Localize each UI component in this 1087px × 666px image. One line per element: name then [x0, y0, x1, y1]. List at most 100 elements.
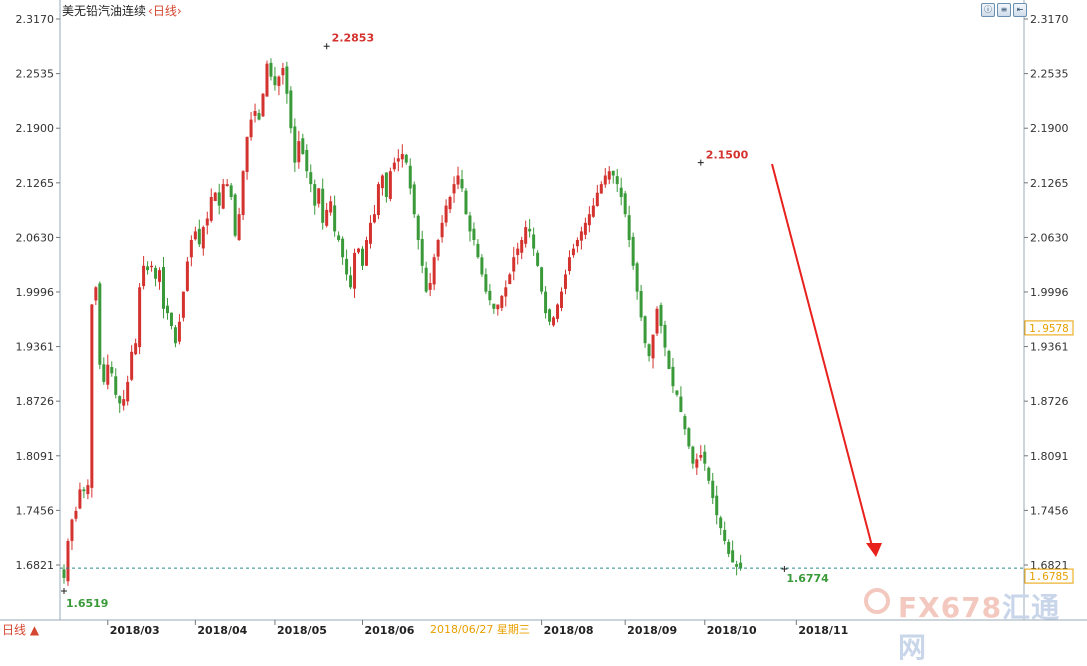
high-label: 2.2853	[332, 31, 374, 44]
candle-body	[158, 270, 162, 282]
local-high-marker	[697, 159, 704, 166]
y-tick-label-left: 2.0630	[16, 231, 55, 244]
candle-body	[488, 290, 492, 301]
candle-body	[66, 541, 70, 582]
candle-body	[102, 364, 106, 382]
candle-body	[313, 184, 317, 206]
candle-body	[571, 248, 575, 256]
chart-title: 美无铅汽油连续 ‹日线›	[62, 2, 182, 19]
candle-body	[563, 274, 567, 289]
candle-body	[679, 396, 683, 413]
candle-body	[544, 291, 548, 314]
candle-body	[217, 192, 221, 206]
y-axis-right: 2.3170 2.2535 2.1900 2.1265 2.0630 1.9996 1.93…	[1024, 13, 1069, 572]
candle-body	[611, 170, 615, 176]
candle-body	[619, 187, 623, 198]
candle-body	[297, 141, 301, 163]
period-selector[interactable]: 日线 ▲	[2, 623, 40, 637]
y-tick-label-left: 2.1900	[16, 122, 55, 135]
candle-body	[201, 227, 205, 249]
candle-body	[711, 480, 715, 499]
candle-body	[249, 119, 253, 138]
candle-body	[683, 416, 687, 430]
y-tick-label-left: 1.8091	[16, 450, 55, 463]
candle-body	[221, 184, 225, 209]
candle-body	[548, 309, 552, 322]
candle-body	[142, 265, 146, 287]
candle-body	[189, 240, 193, 258]
candle-body	[536, 252, 540, 266]
cursor-price-label: 1.9578	[1029, 322, 1069, 335]
candle-body	[90, 304, 94, 488]
period-label[interactable]: ‹日线›	[148, 4, 182, 18]
candle-body	[62, 569, 66, 578]
x-tick-label: 2018/09	[627, 624, 677, 637]
candle-body	[556, 304, 560, 319]
candle-body	[540, 267, 544, 292]
candle-body	[675, 390, 679, 395]
candle-body	[655, 308, 659, 334]
trend-arrow	[771, 163, 882, 557]
menu-button[interactable]: ≡	[997, 3, 1011, 17]
jump-start-button[interactable]: ⇤	[1013, 3, 1027, 17]
candle-body	[468, 215, 472, 232]
candle-body	[508, 274, 512, 285]
candle-body	[154, 267, 158, 279]
candle-body	[138, 287, 142, 348]
candle-body	[341, 238, 345, 258]
candle-body	[146, 266, 150, 271]
candle-body	[579, 231, 583, 241]
price-chart[interactable]: 2.3170 2.2535 2.1900 2.1265 2.0630 1.9996 1.93…	[0, 0, 1087, 639]
y-tick-label-right: 1.7456	[1030, 504, 1069, 517]
candle-body	[456, 175, 460, 185]
candle-body	[647, 344, 651, 357]
candle-body	[118, 396, 122, 404]
candle-body	[659, 304, 663, 327]
candle-body	[289, 90, 293, 129]
candle-body	[392, 162, 396, 170]
y-tick-label-right: 2.2535	[1030, 68, 1069, 81]
y-tick-label-right: 2.3170	[1030, 13, 1069, 26]
candle-body	[532, 234, 536, 249]
x-tick-label: 2018/06	[365, 624, 415, 637]
candle-body	[281, 68, 285, 76]
cursor-price-box	[1024, 320, 1074, 336]
candle-body	[400, 154, 404, 160]
info-button[interactable]: ⓘ	[981, 3, 995, 17]
y-tick-label-left: 2.3170	[16, 13, 55, 26]
candle-body	[567, 257, 571, 272]
candle-body	[599, 184, 603, 194]
candle-body	[719, 517, 723, 529]
candle-body	[552, 317, 556, 326]
candle-body	[110, 367, 114, 374]
candle-body	[241, 171, 245, 216]
candle-body	[364, 240, 368, 266]
x-tick-label: 2018/10	[707, 624, 757, 637]
candle-body	[727, 541, 731, 554]
candle-body	[376, 184, 380, 216]
candle-body	[197, 228, 201, 245]
candle-body	[623, 193, 627, 215]
candle-body	[333, 205, 337, 232]
candle-body	[357, 248, 361, 253]
candle-body	[691, 446, 695, 464]
candle-body	[583, 222, 587, 235]
candle-body	[325, 209, 329, 226]
local-high-label: 2.1500	[706, 149, 749, 162]
x-tick-label: 2018/04	[197, 624, 247, 637]
y-tick-label-right: 2.0630	[1030, 231, 1069, 244]
candle-body	[345, 258, 349, 275]
y-axis-left: 2.3170 2.2535 2.1900 2.1265 2.0630 1.9996 1.93…	[16, 13, 60, 572]
candle-body	[130, 351, 134, 380]
candle-body	[122, 399, 126, 406]
right-price-markers: 1.9578 1.6785	[1024, 320, 1074, 584]
candle-body	[492, 303, 496, 309]
candle-body	[368, 222, 372, 244]
candle-body	[695, 459, 699, 468]
candle-body	[273, 76, 277, 86]
candle-body	[82, 489, 86, 492]
candle-body	[321, 188, 325, 223]
candle-body	[261, 93, 265, 117]
candle-body	[209, 197, 213, 221]
low-end-label: 1.6774	[786, 572, 829, 585]
